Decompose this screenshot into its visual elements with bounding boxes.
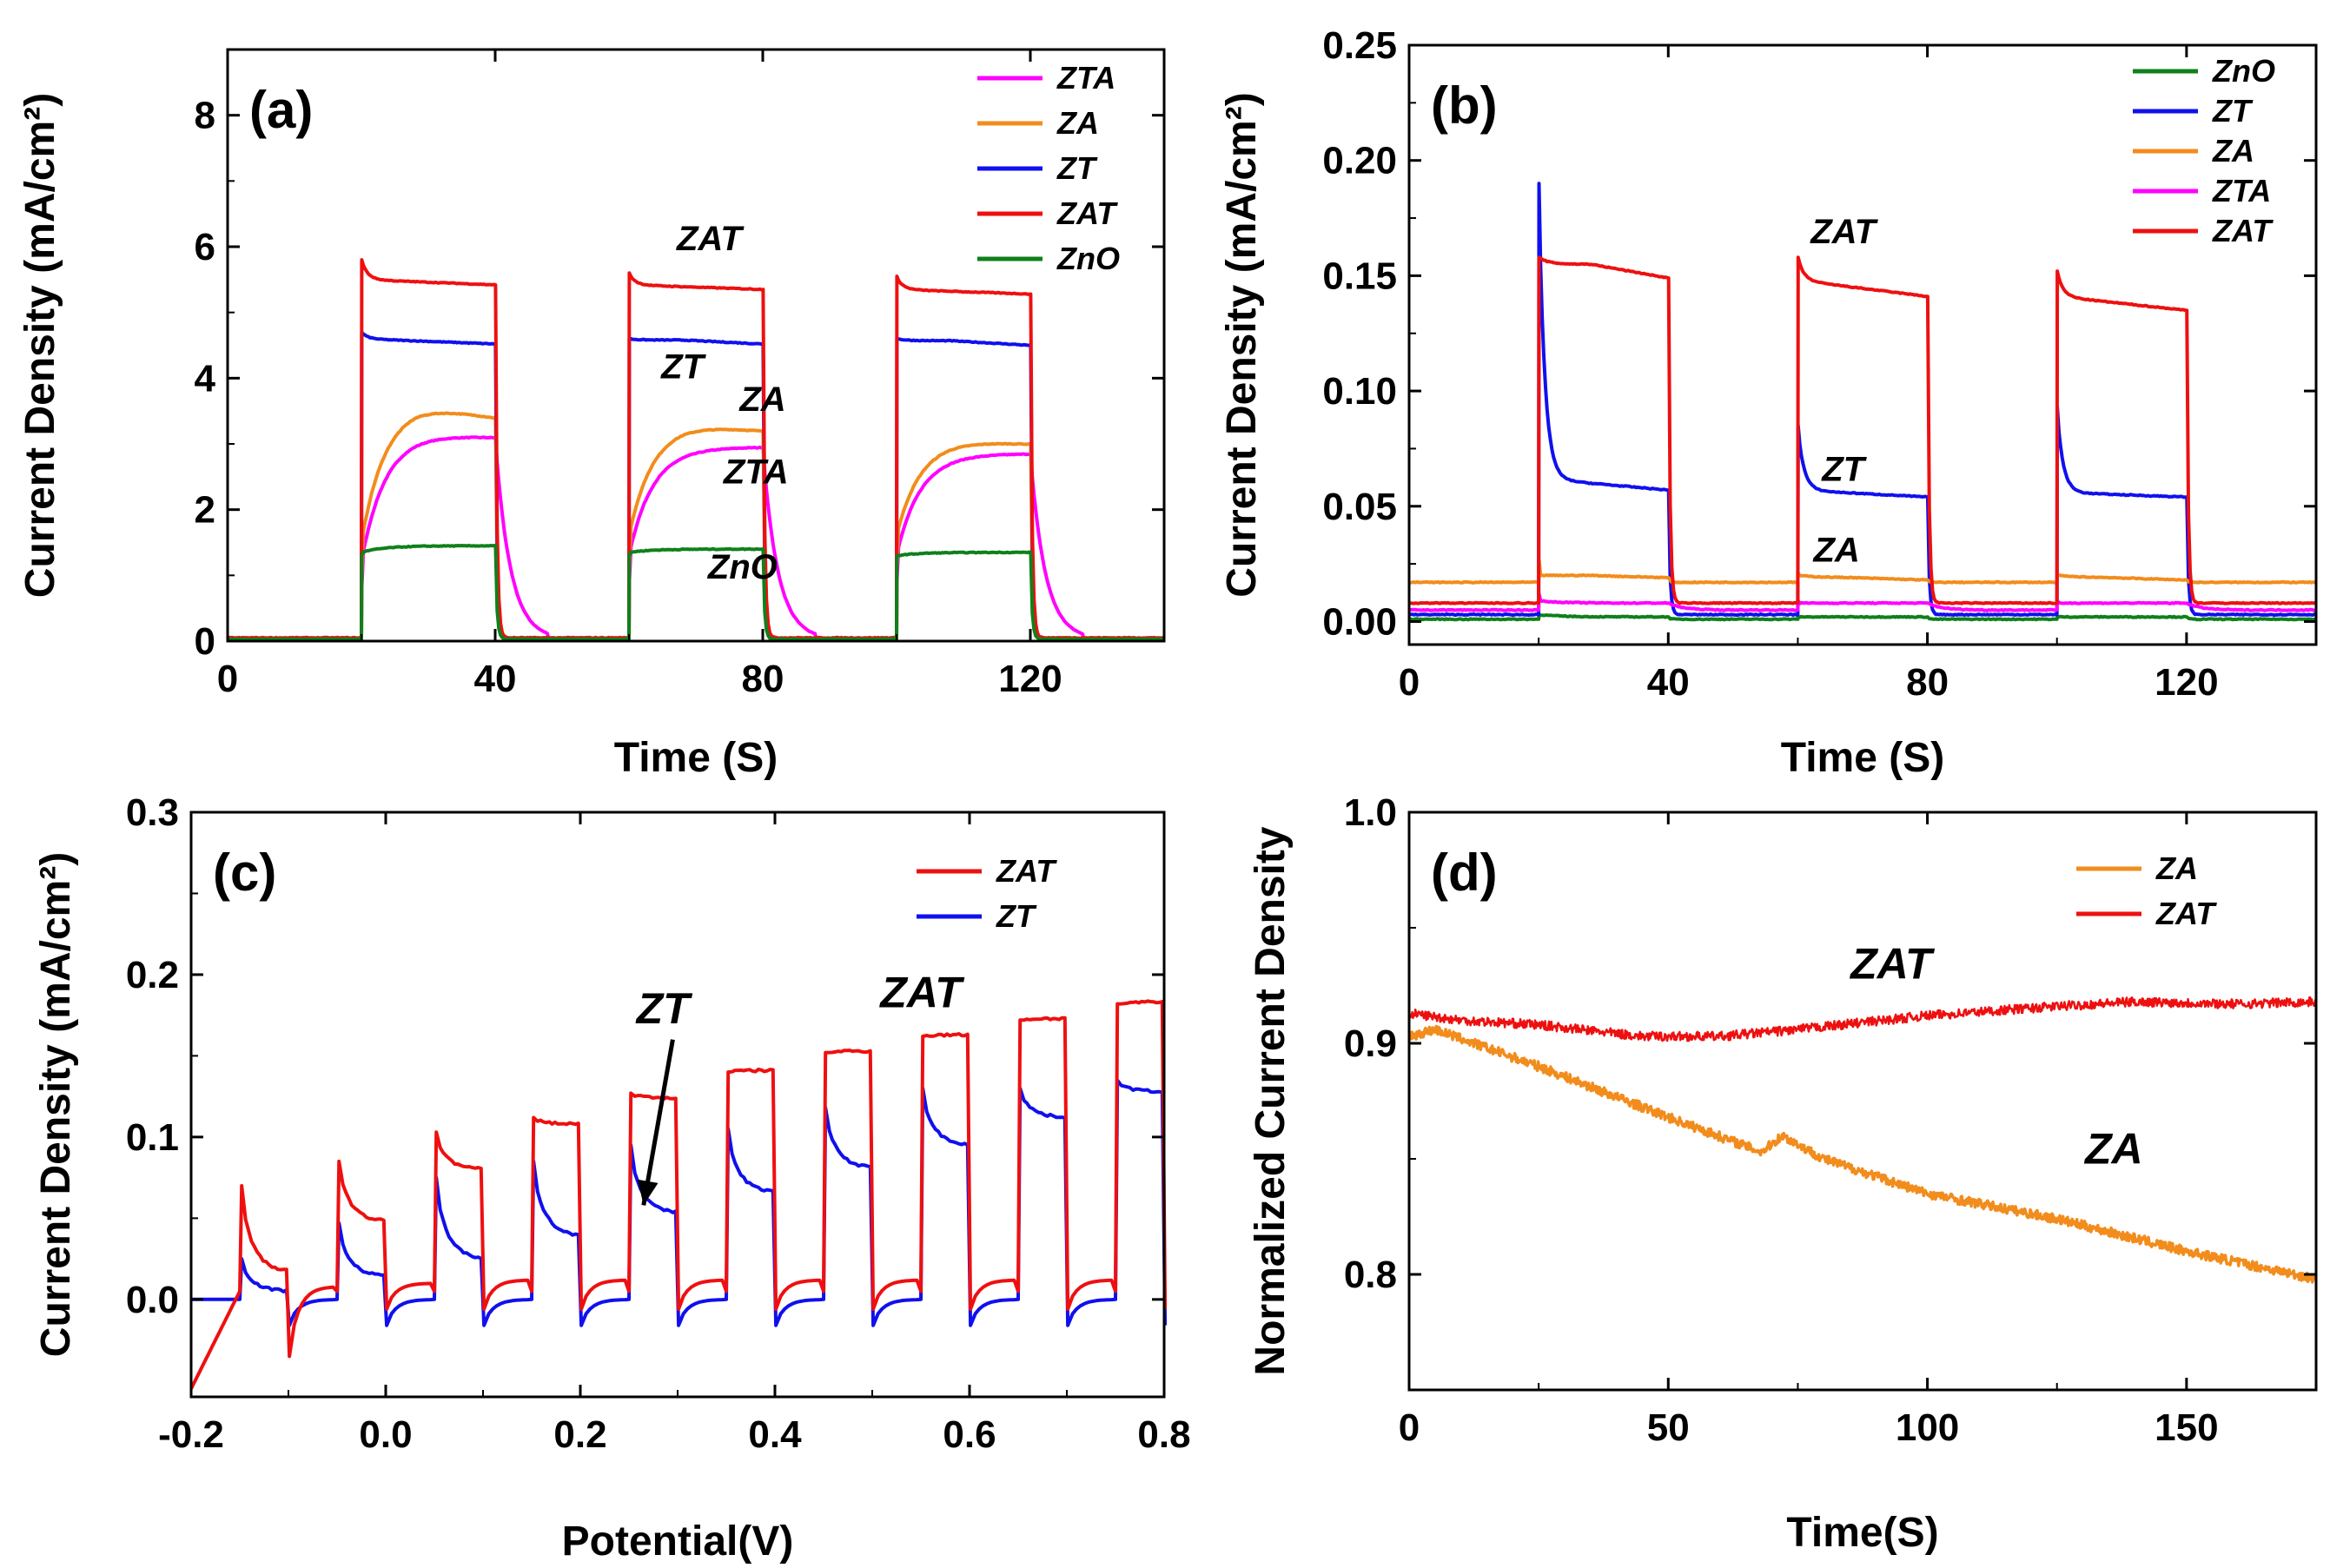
y-tick-label: 2	[195, 489, 215, 532]
legend-label-za: ZA	[2155, 850, 2198, 886]
panel-b: 0 40 80 120 0.00 0.05 0.10 0.15 0.20 0.25 Time (S)…	[1219, 24, 2318, 781]
legend-label-zt: ZT	[996, 898, 1037, 934]
x-tick-label: 50	[1647, 1406, 1690, 1449]
series-line-zat	[1408, 255, 2317, 605]
series-line-zta	[227, 435, 1165, 642]
plot-frame	[226, 48, 1166, 643]
series-line-zat	[1407, 996, 2317, 1042]
series-line-zt	[227, 330, 1165, 641]
annotation-za: ZA	[738, 380, 785, 419]
annotation-zat: ZAT	[676, 220, 745, 258]
x-tick-label: 0	[1399, 1406, 1420, 1449]
y-tick-label: 6	[195, 226, 215, 268]
y-axis-title: Normalized Current Density	[1248, 826, 1294, 1375]
panel-label: (c)	[213, 844, 276, 902]
series-line-za	[227, 411, 1165, 642]
x-tick-label: 80	[742, 658, 784, 700]
annotation-za: ZA	[1813, 531, 1860, 569]
x-tick-label: 120	[2155, 661, 2218, 704]
y-axis-title: Current Density (mA/cm²)	[1219, 92, 1265, 597]
x-tick-label: 0.8	[1137, 1413, 1190, 1456]
legend-label-zat: ZAT	[996, 853, 1057, 889]
y-tick-label: 0.05	[1322, 486, 1397, 528]
series-line-zta	[1408, 592, 2317, 612]
y-axis-title: Current Density (mA/cm²)	[17, 93, 63, 598]
panel-c: -0.2 0.0 0.2 0.4 0.6 0.8 0.0 0.1 0.2 0.3 Potential…	[33, 791, 1191, 1565]
panel-a: 0 40 80 120 0 2 4 6 8 Time (S) Current Density (mA…	[17, 48, 1166, 781]
legend-label-zta: ZTA	[1056, 60, 1115, 96]
y-tick-label: 8	[195, 95, 215, 137]
y-tick-label: 0.15	[1322, 255, 1397, 297]
x-tick-label: 0	[1399, 661, 1420, 704]
y-tick-label: 0.1	[126, 1116, 179, 1159]
x-axis-title: Time (S)	[1781, 735, 1944, 781]
legend-label-zat: ZAT	[1056, 195, 1118, 231]
legend-label-zt: ZT	[2212, 93, 2254, 129]
plot-frame	[1407, 43, 2318, 646]
legend-label-zt: ZT	[1056, 150, 1098, 186]
annotation-zat: ZAT	[1810, 213, 1878, 251]
series-line-za	[1407, 1024, 2317, 1284]
annotation-arrow-head	[637, 1179, 659, 1206]
x-tick-label: 120	[998, 658, 1062, 700]
legend-label-zno: ZnO	[2212, 53, 2275, 89]
y-tick-label: 0.20	[1322, 140, 1397, 182]
series-line-za	[1408, 557, 2317, 585]
legend-label-zta: ZTA	[2212, 173, 2271, 208]
series-line-zat	[189, 999, 1168, 1390]
annotation-arrow-shaft	[641, 1039, 675, 1206]
y-axis-title: Current Density (mA/cm²)	[33, 852, 79, 1357]
annotation-zt: ZT	[1821, 451, 1867, 489]
x-tick-label: 0.6	[943, 1413, 996, 1456]
x-axis-title: Potential(V)	[562, 1518, 794, 1564]
x-tick-label: 40	[474, 658, 517, 700]
series-line-zno	[227, 543, 1165, 642]
x-axis-title: Time (S)	[614, 735, 778, 781]
y-tick-label: 0.8	[1344, 1254, 1397, 1296]
panel-label: (d)	[1431, 844, 1498, 902]
legend-label-zno: ZnO	[1056, 241, 1120, 276]
x-tick-label: -0.2	[158, 1413, 224, 1456]
legend-label-za: ZA	[1056, 105, 1099, 141]
x-tick-label: 0.2	[553, 1413, 606, 1456]
annotation-zta: ZTA	[723, 453, 789, 491]
x-tick-label: 100	[1896, 1406, 1959, 1449]
y-tick-label: 0	[195, 620, 215, 663]
panel-label: (b)	[1431, 76, 1498, 135]
annotation-zat: ZAT	[878, 968, 965, 1016]
annotation-zat: ZAT	[1849, 940, 1936, 989]
x-tick-label: 150	[2155, 1406, 2218, 1449]
y-tick-label: 0.2	[126, 954, 179, 996]
y-tick-label: 0.10	[1322, 370, 1397, 413]
series-line-zt	[1408, 182, 2317, 617]
y-tick-label: 0.0	[126, 1279, 179, 1321]
legend-label-za: ZA	[2212, 133, 2254, 169]
y-tick-label: 0.3	[126, 791, 179, 834]
x-tick-label: 80	[1906, 661, 1949, 704]
y-tick-label: 0.00	[1322, 600, 1397, 643]
y-tick-label: 0.9	[1344, 1022, 1397, 1065]
x-tick-label: 0.0	[359, 1413, 412, 1456]
x-tick-label: 0.4	[748, 1413, 802, 1456]
x-axis-title: Time(S)	[1786, 1510, 1938, 1556]
y-tick-label: 4	[195, 357, 216, 400]
x-tick-label: 0	[217, 658, 238, 700]
panel-d: 0 50 100 150 0.8 0.9 1.0 Time(S) Normalized Curr…	[1248, 791, 2318, 1556]
y-tick-label: 1.0	[1344, 791, 1397, 834]
y-tick-label: 0.25	[1322, 24, 1397, 67]
annotation-zt: ZT	[660, 347, 706, 386]
series-line-zat	[227, 258, 1165, 640]
legend-label-zat: ZAT	[2212, 213, 2274, 248]
annotation-zt: ZT	[635, 984, 694, 1033]
legend-label-zat: ZAT	[2155, 896, 2217, 931]
panel-label: (a)	[249, 81, 313, 139]
annotation-za: ZA	[2083, 1124, 2143, 1173]
annotation-zno: ZnO	[707, 548, 778, 586]
plot-frame	[1407, 810, 2318, 1392]
series-line-zno	[1408, 612, 2317, 622]
x-tick-label: 40	[1647, 661, 1690, 704]
